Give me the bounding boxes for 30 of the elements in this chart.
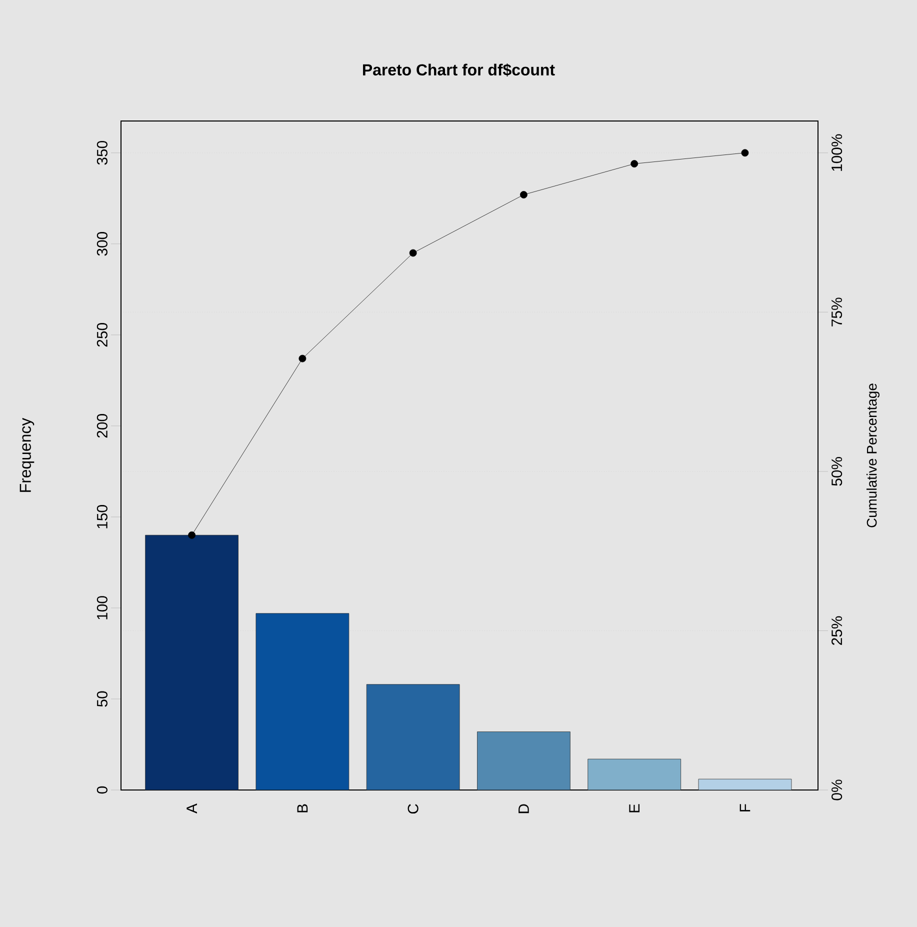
y-axis-title: Frequency [20, 418, 34, 492]
bar [477, 732, 570, 790]
y2-tick-label: 100% [832, 134, 842, 171]
point [298, 354, 306, 362]
point [520, 191, 528, 198]
bar [366, 684, 460, 790]
point [630, 160, 638, 168]
y2-tick-label: 50% [832, 457, 842, 486]
x-tick-label: B [297, 804, 308, 812]
y-tick-label: 100 [96, 596, 108, 620]
x-tick-label: C [408, 804, 418, 814]
y2-tick-label: 0% [832, 780, 842, 800]
y-tick-label: 0 [96, 786, 108, 794]
x-tick-label: E [629, 804, 640, 812]
y-tick-label: 300 [96, 232, 108, 256]
y-tick-label: 150 [96, 505, 108, 528]
y-tick-label: 200 [96, 414, 108, 438]
y2-tick-label: 75% [832, 298, 842, 326]
point [741, 149, 749, 157]
x-tick-label: D [518, 804, 529, 814]
y-tick-label: 250 [96, 323, 108, 347]
y2-axis-title: Cumulative Percentage [866, 384, 880, 528]
point [409, 249, 417, 257]
y2-tick-label: 25% [832, 616, 842, 645]
chart-title: Pareto Chart for df$count [363, 63, 555, 77]
y-tick-label: 50 [96, 691, 108, 707]
point [188, 531, 196, 539]
x-tick-label: A [186, 804, 197, 814]
y-tick-label: 350 [96, 140, 108, 165]
x-tick-label: F [740, 804, 750, 812]
